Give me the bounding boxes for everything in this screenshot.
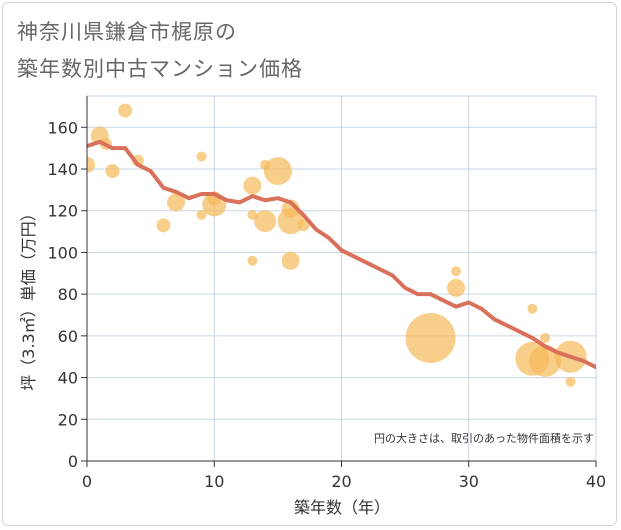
x-tick-label: 20	[331, 472, 351, 491]
axes: 0 20 40 60 80 100 120 140 160 0 10 20 30 40	[47, 96, 606, 491]
x-tick-label: 40	[586, 472, 606, 491]
bubble-point	[87, 156, 95, 173]
bubble-point	[156, 218, 171, 233]
y-axis-label: 坪（3.3㎡）単価（万円）	[19, 205, 38, 390]
bubble-point	[254, 210, 277, 233]
bubble-layer	[87, 103, 587, 387]
trend-line-layer	[87, 139, 596, 370]
bubble-point	[105, 164, 120, 179]
chart-title-line1: 神奈川県鎌倉市梶原の	[17, 20, 237, 44]
bubble-point	[529, 344, 562, 377]
x-axis-label: 築年数（年）	[294, 498, 390, 517]
bubble-point	[281, 251, 300, 270]
bubble-point	[447, 278, 466, 297]
x-tick-label: 10	[204, 472, 224, 491]
bubble-point	[247, 255, 258, 266]
y-tick-label: 40	[58, 369, 78, 388]
bubble-point	[196, 209, 207, 220]
size-note: 円の大きさは、取引のあった物件面積を示す	[374, 431, 594, 445]
bubble-point	[451, 266, 462, 277]
bubble-point	[243, 176, 262, 195]
y-tick-label: 60	[58, 327, 78, 346]
y-tick-label: 80	[58, 285, 78, 304]
y-tick-label: 0	[68, 452, 78, 471]
bubble-point	[405, 312, 456, 363]
y-tick-label: 20	[58, 410, 78, 429]
y-tick-label: 120	[47, 202, 78, 221]
bubble-point	[527, 303, 538, 314]
chart-frame	[2, 2, 617, 526]
x-tick-label: 30	[459, 472, 479, 491]
grid-lines	[86, 95, 597, 462]
bubble-point	[167, 193, 186, 212]
chart-title-line2: 築年数別中古マンション価格	[17, 57, 303, 81]
bubble-point	[297, 219, 310, 232]
y-tick-label: 100	[47, 243, 78, 262]
bubble-point	[263, 157, 292, 186]
y-tick-label: 140	[47, 160, 78, 179]
x-tick-label: 0	[82, 472, 92, 491]
bubble-point	[565, 376, 576, 387]
chart-title: 神奈川県鎌倉市梶原の 築年数別中古マンション価格	[17, 14, 303, 88]
bubble-point	[540, 332, 551, 343]
trend-line	[87, 139, 596, 370]
bubble-point	[196, 151, 207, 162]
bubble-point	[118, 103, 133, 118]
y-tick-label: 160	[47, 118, 78, 137]
